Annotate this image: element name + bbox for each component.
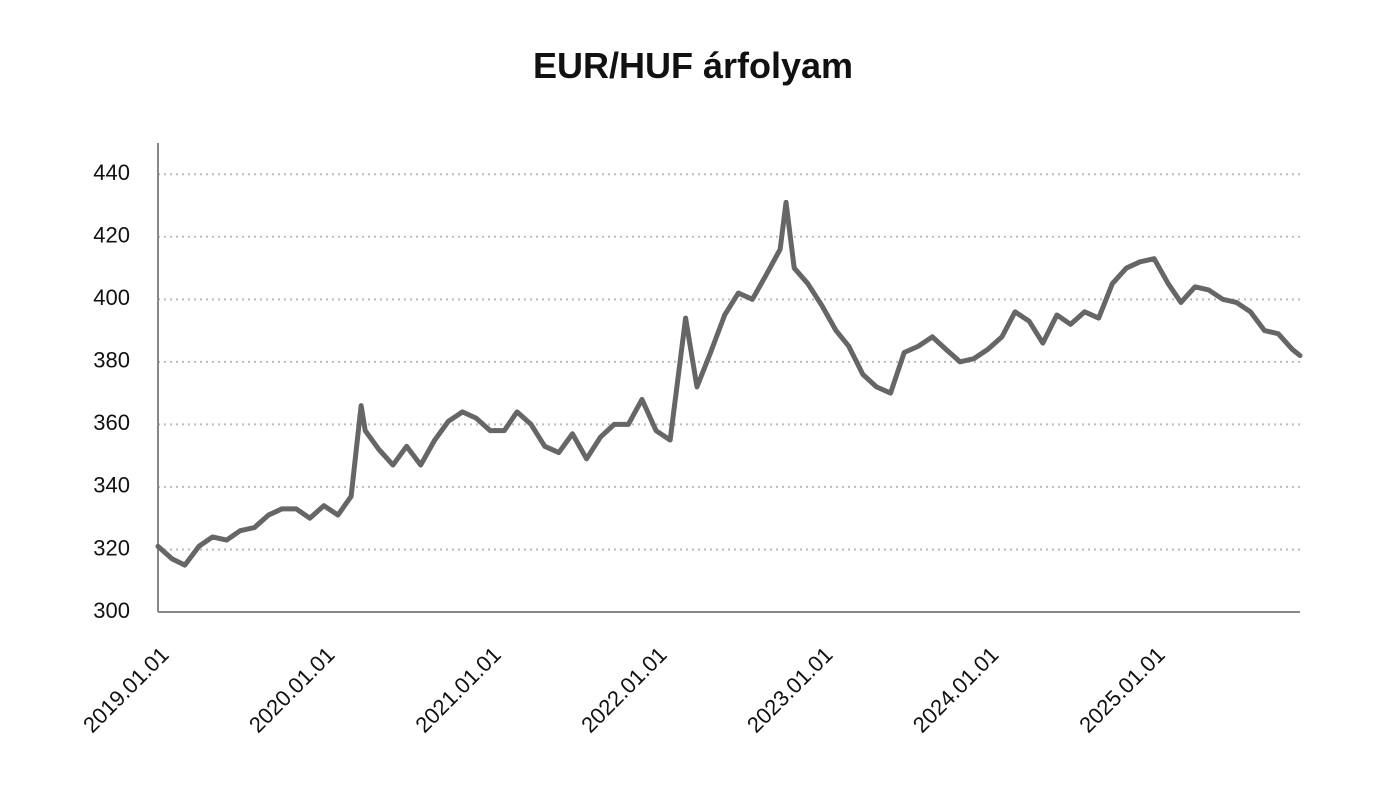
- chart-title: EUR/HUF árfolyam: [533, 45, 853, 86]
- y-tick-label: 300: [93, 598, 130, 623]
- y-tick-label: 360: [93, 410, 130, 435]
- x-tick-label: 2024.01.01: [908, 642, 1004, 738]
- y-tick-label: 420: [93, 223, 130, 248]
- x-tick-label: 2021.01.01: [410, 642, 506, 738]
- x-tick-label: 2019.01.01: [78, 642, 174, 738]
- line-series: [155, 199, 1303, 568]
- x-tick-label: 2023.01.01: [742, 642, 838, 738]
- x-tick-label: 2020.01.01: [244, 642, 340, 738]
- x-tick-label: 2025.01.01: [1074, 642, 1170, 738]
- y-tick-label: 440: [93, 160, 130, 185]
- y-tick-label: 400: [93, 285, 130, 310]
- x-tick-label: 2022.01.01: [576, 642, 672, 738]
- y-tick-label: 380: [93, 348, 130, 373]
- y-tick-label: 320: [93, 535, 130, 560]
- y-tick-label: 340: [93, 473, 130, 498]
